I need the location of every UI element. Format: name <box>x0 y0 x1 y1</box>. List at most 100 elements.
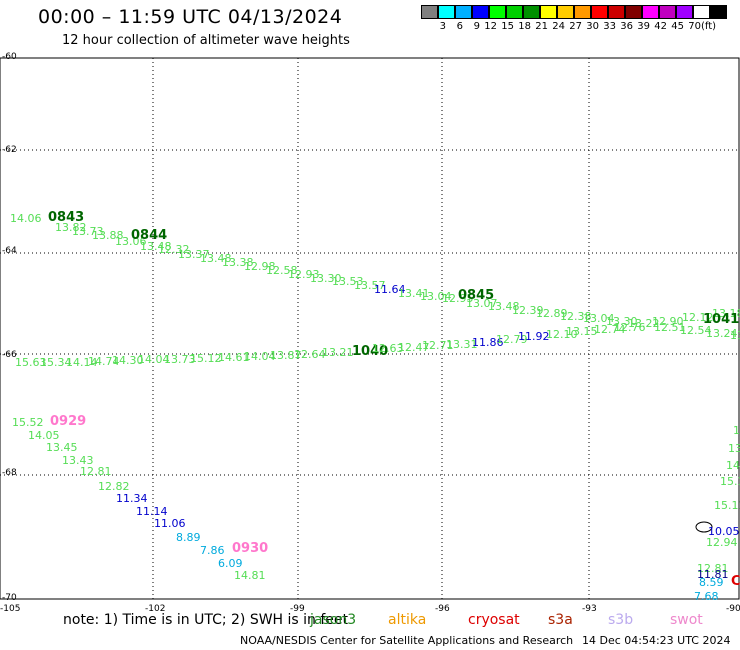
ice-edge-outline <box>695 521 713 533</box>
wave-height-label: 12.64 <box>294 348 326 361</box>
wave-height-label: 14 <box>726 459 740 472</box>
wave-height-label: 12.94 <box>706 536 738 549</box>
color-scale-swatch <box>574 5 591 19</box>
mission-legend-item: swot <box>670 612 703 628</box>
color-scale-swatch <box>506 5 523 19</box>
wave-height-label: 13.04 <box>583 312 615 325</box>
color-scale-swatch <box>472 5 489 19</box>
wave-height-label: 13 <box>728 442 740 455</box>
color-scale-swatch <box>710 5 727 19</box>
wave-height-label: 13.48 <box>200 252 232 265</box>
color-scale-swatch <box>523 5 540 19</box>
lon-tick-label: -96 <box>435 604 450 614</box>
map-subtitle: 12 hour collection of altimeter wave hei… <box>62 33 350 48</box>
wave-height-label: 8.89 <box>176 531 201 544</box>
lat-tick-label: -60 <box>2 52 17 62</box>
pass-time-label: 0845 <box>458 288 495 303</box>
mission-legend-item: jason3 <box>310 612 357 628</box>
wave-height-label: 13.82 <box>55 221 87 234</box>
color-scale-swatch <box>625 5 642 19</box>
wave-height-label: 13.04 <box>420 290 452 303</box>
wave-height-label: 7.68 <box>694 590 719 603</box>
wave-height-label: 12.81 <box>697 562 729 575</box>
color-scale-label: 70 <box>688 21 701 32</box>
color-scale-label: 42 <box>654 21 667 32</box>
wave-height-label: 11.86 <box>472 336 504 349</box>
lon-tick-label: -93 <box>582 604 597 614</box>
lon-tick-label: -99 <box>290 604 305 614</box>
color-scale-swatch <box>591 5 608 19</box>
wave-height-label: 13.37 <box>178 248 210 261</box>
wave-height-label: 14.06 <box>10 212 42 225</box>
color-scale-swatch <box>455 5 472 19</box>
wave-height-label: 12.47 <box>398 341 430 354</box>
wave-height-label: 15.52 <box>12 416 44 429</box>
wave-height-label: 12.74 <box>594 323 626 336</box>
wave-height-label: 13.30 <box>606 315 638 328</box>
wave-height-label: 12.38 <box>560 310 592 323</box>
wave-height-label: 15.63 <box>15 356 47 369</box>
color-scale-label: 27 <box>569 21 582 32</box>
lat-tick-label: -68 <box>2 468 17 478</box>
lon-tick-label: -105 <box>0 604 21 614</box>
wave-height-label: 13.57 <box>354 279 386 292</box>
color-scale-label: 18 <box>518 21 531 32</box>
wave-height-label: 13.24 <box>706 327 738 340</box>
wave-height-label: 13.30 <box>310 272 342 285</box>
wave-height-label: 13.15 <box>566 325 598 338</box>
wave-height-label: 12.39 <box>512 304 544 317</box>
lat-tick-label: -70 <box>2 593 17 603</box>
wave-height-label: 15.12 <box>190 352 222 365</box>
wave-height-label: 12.93 <box>288 268 320 281</box>
color-scale-label: 36 <box>620 21 633 32</box>
color-scale-swatch <box>693 5 710 19</box>
pass-time-label: 0843 <box>48 210 85 225</box>
wave-height-label: 13.31 <box>446 338 478 351</box>
color-scale-swatch <box>659 5 676 19</box>
color-scale-label: 33 <box>603 21 616 32</box>
wave-height-label: 13.18 <box>712 307 740 320</box>
lat-tick-label: -64 <box>2 246 17 256</box>
wave-height-label: 14.30 <box>112 354 144 367</box>
wave-height-label: 11.14 <box>136 505 168 518</box>
pass-time-label: 1041 <box>703 312 740 327</box>
color-scale-swatch <box>489 5 506 19</box>
wave-height-label: 11.92 <box>518 330 550 343</box>
wave-height-label: 12.79 <box>496 333 528 346</box>
color-scale-swatch <box>642 5 659 19</box>
wave-height-label: 12.95 <box>442 292 474 305</box>
wave-height-label: 13.21 <box>322 346 354 359</box>
wave-height-label: 13.88 <box>92 229 124 242</box>
color-scale-label: 15 <box>501 21 514 32</box>
wave-height-label: 12.58 <box>266 264 298 277</box>
wave-height-label: 12.71 <box>422 339 454 352</box>
color-scale-swatch <box>676 5 693 19</box>
color-scale-swatch <box>608 5 625 19</box>
wave-height-label: 12.82 <box>98 480 130 493</box>
pass-time-label: 1040 <box>352 344 389 359</box>
wave-height-label: 12.51 <box>654 321 686 334</box>
color-scale-unit: (ft) <box>701 21 717 32</box>
color-scale-label: 30 <box>586 21 599 32</box>
wave-height-label: 12.76 <box>614 321 646 334</box>
wave-height-label: 12.10 <box>546 328 578 341</box>
wave-height-label: 12.32 <box>158 243 190 256</box>
lat-tick-label: -66 <box>2 350 17 360</box>
mission-legend-item: s3b <box>608 612 634 628</box>
wave-height-label: 1 <box>733 424 740 437</box>
wave-height-label: 13.73 <box>164 353 196 366</box>
wave-height-label: 13.22 <box>628 317 660 330</box>
wave-height-label: 15.1 <box>720 475 740 488</box>
map-title: 00:00 – 11:59 UTC 04/13/2024 <box>38 6 343 28</box>
wave-height-label: 12.81 <box>80 465 112 478</box>
wave-height-label: 13.87 <box>270 349 302 362</box>
wave-height-label: 14.74 <box>88 355 120 368</box>
wave-height-label: 13.41 <box>398 287 430 300</box>
color-scale-label: 9 <box>473 21 480 32</box>
wave-height-label: 13.43 <box>62 454 94 467</box>
wave-height-label: 12.89 <box>536 307 568 320</box>
wave-height-label: 11.34 <box>116 492 148 505</box>
pass-time-label: 0930 <box>232 541 269 556</box>
wave-height-label: 14.61 <box>218 351 250 364</box>
